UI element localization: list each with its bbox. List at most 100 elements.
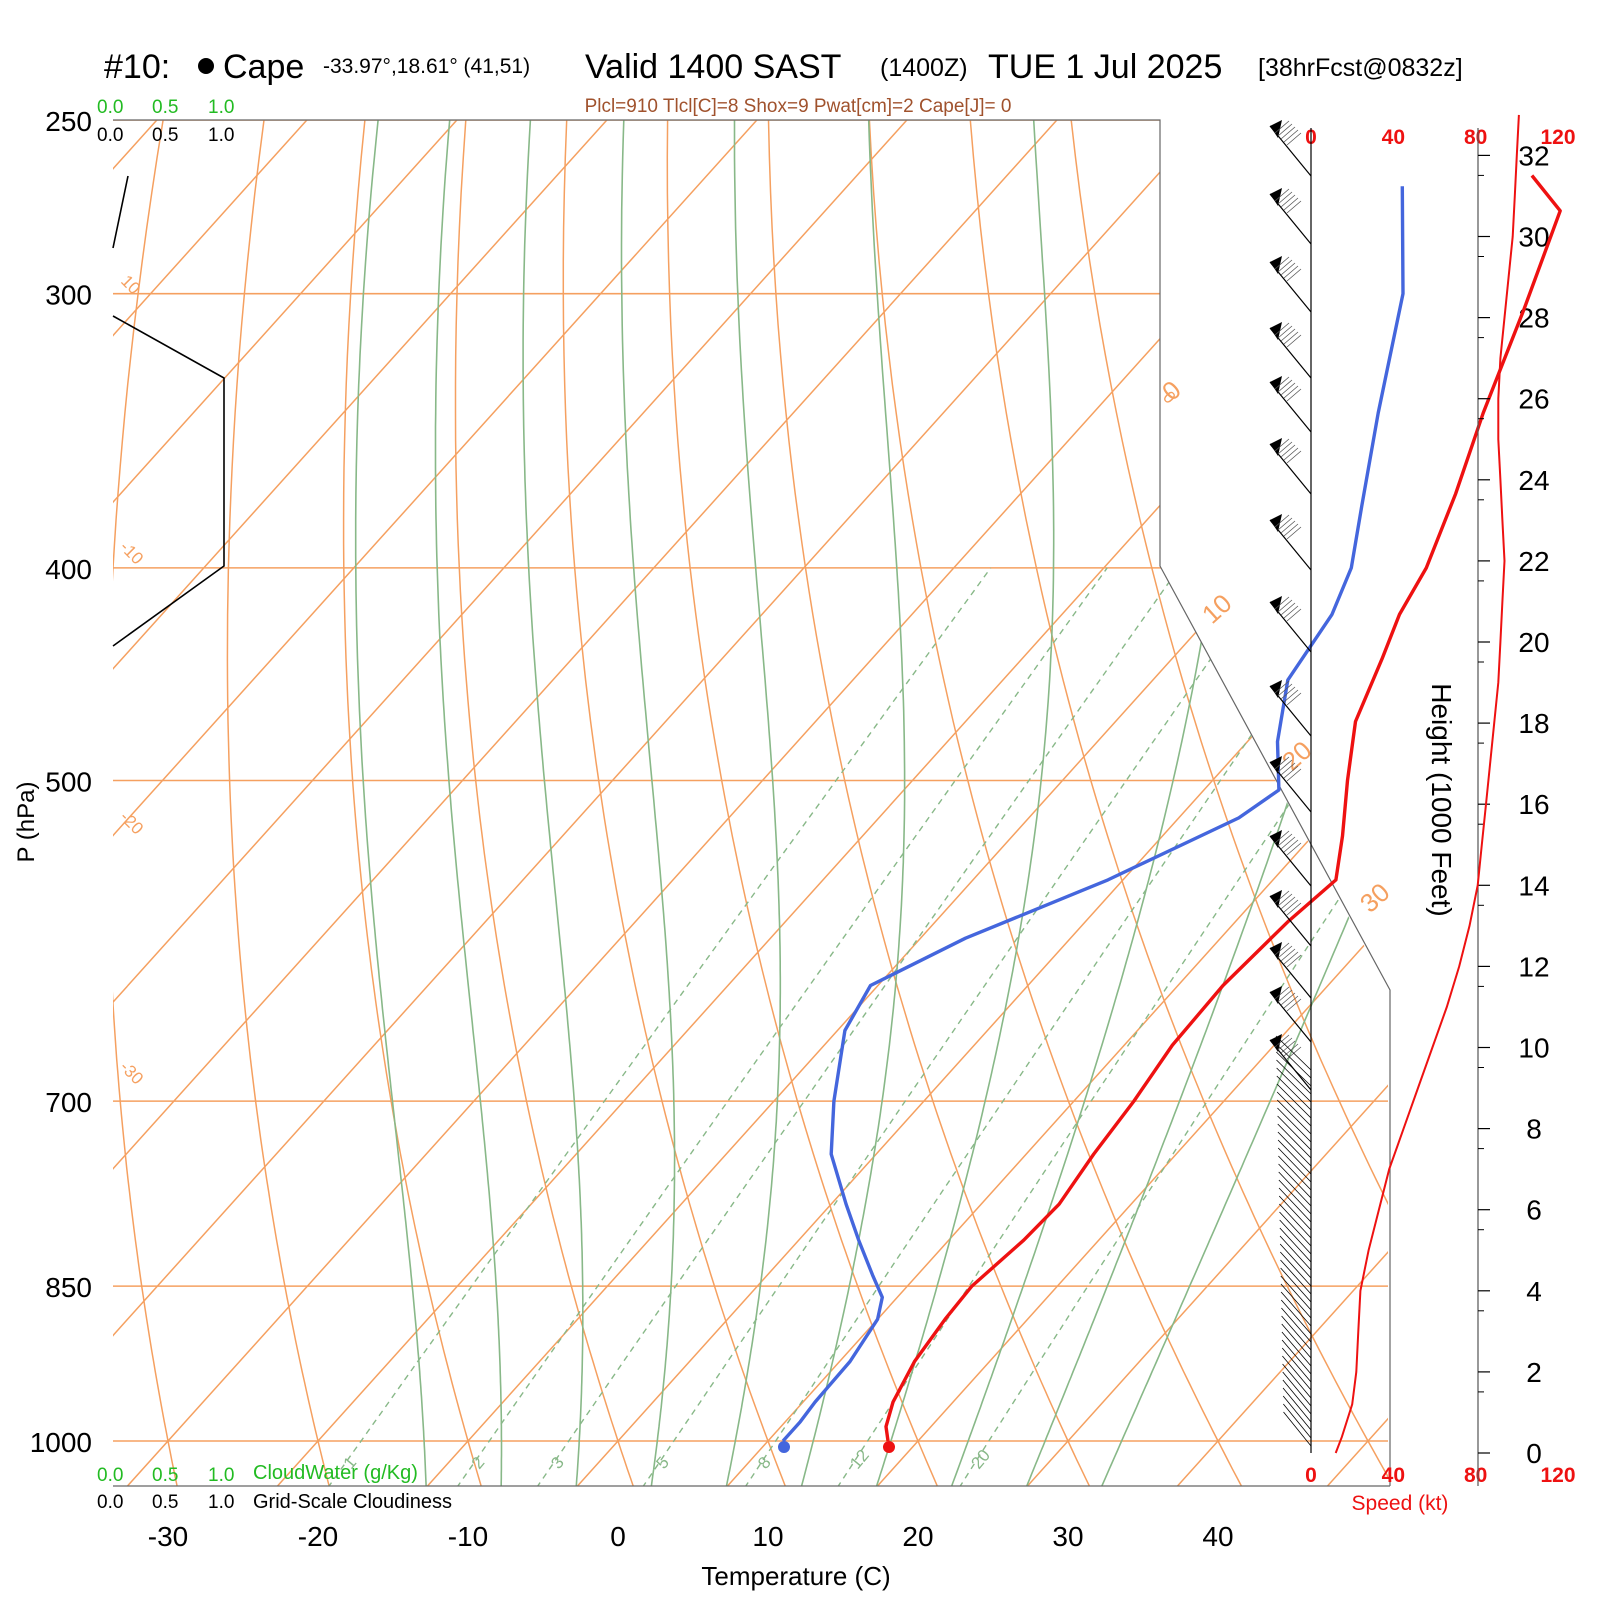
wind-barb-feather [1274, 120, 1290, 134]
wind-barb-pennant [1270, 322, 1282, 340]
wind-barb-lower [1280, 1267, 1312, 1303]
station-coords: -33.97°,18.61° (41,51) [323, 55, 530, 78]
wind-barb-feather [1283, 331, 1299, 345]
wind-barb-feather [1280, 262, 1296, 276]
wind-barb-lower [1277, 1115, 1312, 1151]
station-name: Cape [223, 48, 304, 86]
wind-barb-feather [1286, 998, 1302, 1012]
wind-barb-feather [1277, 259, 1293, 273]
wind-barb-pennant [1270, 830, 1282, 848]
wind-barb-lower [1279, 1203, 1312, 1239]
wind-barb-feather [1274, 256, 1290, 270]
height-tick-label: 16 [1518, 789, 1549, 820]
wind-barb-lower [1276, 1067, 1312, 1103]
wind-barb-feather [1280, 328, 1296, 342]
wind-barb-lower [1275, 1043, 1312, 1079]
zulu-time: (1400Z) [880, 54, 968, 82]
height-tick-label: 22 [1518, 546, 1549, 577]
wind-barb-pennant [1270, 942, 1282, 960]
cloud-water-scale-1-b: 1.0 [208, 1465, 234, 1486]
wind-barb-feather [1283, 129, 1299, 143]
cloud-scale-top: 0.0 0.5 1.0 0.0 0.5 1.0 [97, 97, 234, 146]
station-dot [198, 58, 214, 74]
sounding-series [778, 174, 1562, 1453]
wind-barb-feather [1283, 197, 1299, 211]
wind-barb-feather [1277, 379, 1293, 393]
pressure-tick-label: 1000 [30, 1427, 92, 1458]
dry-adiabat-line [866, 120, 1243, 1486]
wind-barb-feather [1280, 382, 1296, 396]
wind-barb-feather [1280, 602, 1296, 616]
moist-adiabat-line [620, 120, 676, 1486]
cloud-water-scale-05-b: 0.5 [152, 1465, 178, 1486]
mixing-ratio-label: 8 [754, 1453, 775, 1472]
wind-barb-feather [1274, 438, 1290, 452]
wind-barb-pennant [1270, 376, 1282, 394]
moist-adiabat-line [354, 120, 427, 1486]
pressure-tick-label: 250 [45, 106, 92, 137]
wind-barb-feather [1283, 605, 1299, 619]
cloudiness-line [112, 315, 225, 647]
tick-labels: 1 2 3 5 8 12 20100-10-20-300102030250300400500… [30, 106, 1576, 1552]
cloudiness-scale-05-b: 0.5 [152, 1492, 178, 1513]
wind-barb-feather [1277, 325, 1293, 339]
wind-barb-feather [1277, 759, 1293, 773]
cloud-water-scale-1: 1.0 [208, 97, 234, 118]
height-axis-title: Height (1000 Feet) [1426, 683, 1457, 916]
wind-barb-feather [1286, 388, 1302, 402]
cloud-water-scale-0-b: 0.0 [97, 1465, 123, 1486]
wind-barb-feather [1286, 902, 1302, 916]
dry-adiabat-label: -20 [116, 807, 147, 838]
isotherm-label: 10 [1196, 588, 1238, 630]
wind-barb-lower [1276, 1059, 1312, 1095]
wind-barb-lower [1279, 1235, 1312, 1271]
speed-tick-label: 80 [1464, 1464, 1487, 1487]
speed-tick-label: 0 [1305, 1464, 1317, 1487]
series-temperature-line [884, 174, 1562, 1442]
wind-barb-lower [1279, 1227, 1312, 1263]
wind-barb-feather [1274, 830, 1290, 844]
wind-barb-feather [1286, 200, 1302, 214]
height-tick-label: 8 [1526, 1114, 1542, 1145]
wind-barb-feather [1274, 756, 1290, 770]
wind-barb-lower [1280, 1283, 1312, 1319]
wind-barb-lower [1281, 1339, 1312, 1375]
wind-barb-lower [1282, 1371, 1312, 1407]
isotherm-line [1025, 120, 1388, 1486]
speed-tick-label: 40 [1382, 126, 1405, 149]
wind-barb-feather [1274, 376, 1290, 390]
moist-adiabat-line [725, 120, 782, 1486]
speed-tick-label: 120 [1540, 1464, 1575, 1487]
wind-barb-lower [1278, 1163, 1312, 1199]
height-tick-label: 2 [1526, 1357, 1542, 1388]
wind-barb-feather [1274, 942, 1290, 956]
wind-barb-feather [1280, 444, 1296, 458]
moist-adiabat-line [434, 120, 503, 1486]
wind-barb-feather [1286, 954, 1302, 968]
mixing-ratio-line [958, 567, 1388, 1486]
height-tick-label: 24 [1518, 465, 1549, 496]
wind-barb-feather [1274, 596, 1290, 610]
wind-barb-lower [1277, 1147, 1312, 1183]
wind-barb-feather [1283, 689, 1299, 703]
pressure-tick-label: 700 [45, 1087, 92, 1118]
pressure-tick-label: 500 [45, 767, 92, 798]
wind-barb-lower [1282, 1379, 1312, 1415]
pressure-tick-label: 400 [45, 554, 92, 585]
wind-barb-feather [1280, 194, 1296, 208]
wind-barb-feather [1277, 945, 1293, 959]
dry-adiabat-line [1566, 81, 1600, 1487]
wind-barb-lower [1282, 1395, 1312, 1431]
wind-barb-lower [1280, 1275, 1312, 1311]
wind-barb-feather [1274, 322, 1290, 336]
dry-adiabat-line [454, 120, 635, 1486]
cloud-water-label: CloudWater (g/Kg) [253, 1462, 418, 1484]
cloudiness-scale-1-b: 1.0 [208, 1492, 234, 1513]
wind-barb-pennant [1270, 514, 1282, 532]
wind-barb-lower [1281, 1323, 1312, 1359]
wind-barb-feather [1280, 126, 1296, 140]
wind-barb-lower [1276, 1099, 1312, 1135]
wind-barb-feather [1274, 514, 1290, 528]
height-tick-label: 30 [1518, 222, 1549, 253]
